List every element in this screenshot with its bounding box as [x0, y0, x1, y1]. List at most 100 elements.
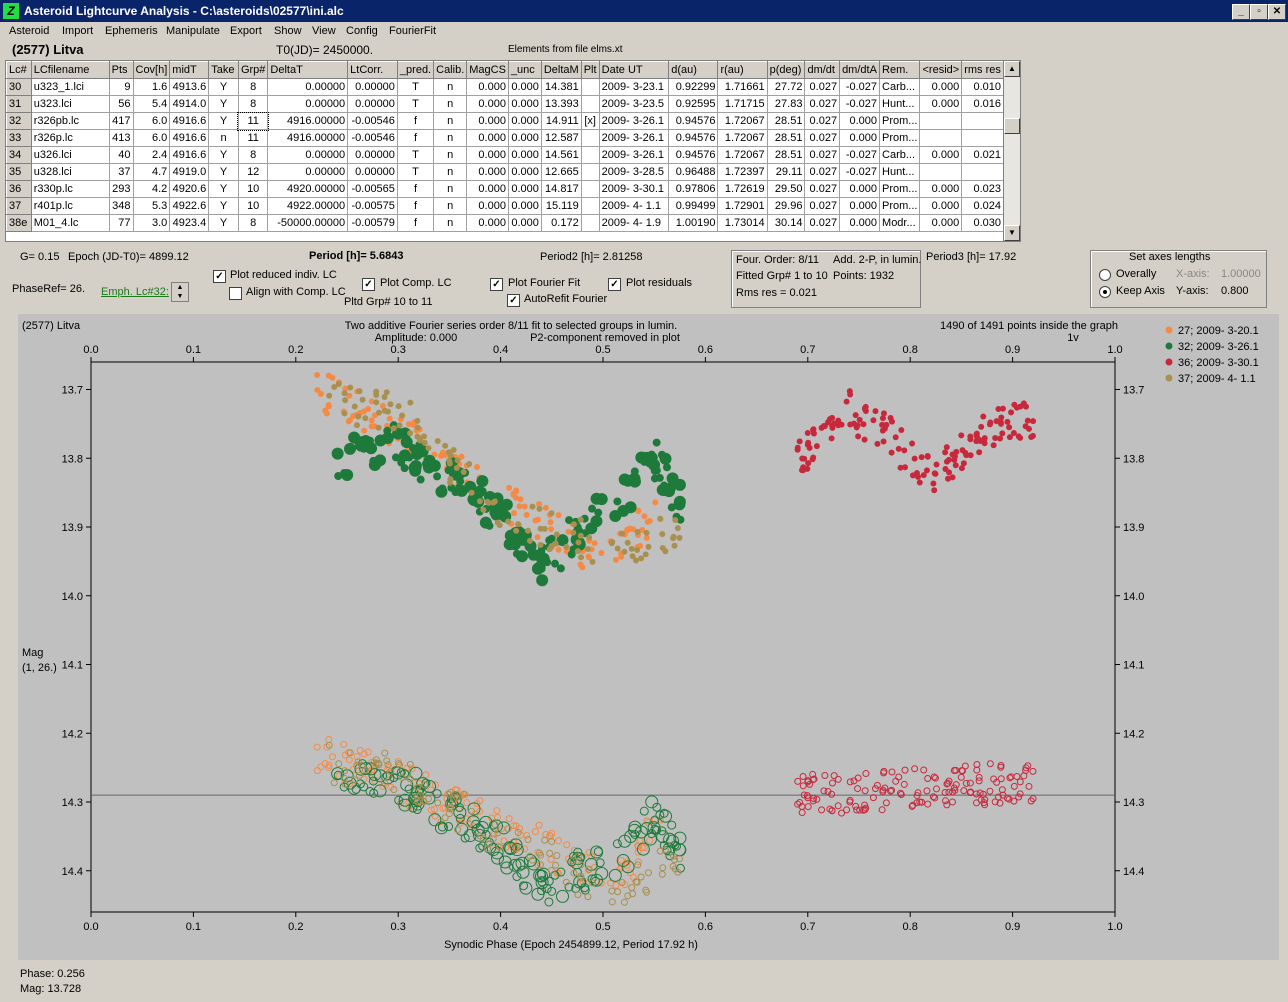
scroll-down-arrow-icon[interactable]: ▼ — [1004, 225, 1020, 241]
menu-fourierfit[interactable]: FourierFit — [389, 25, 437, 37]
lightcurve-table[interactable]: Lc# LCfilename Pts Cov[h] midT Take Grp# DeltaT… — [5, 60, 1005, 242]
table-cell[interactable] — [919, 129, 963, 147]
table-cell[interactable]: 417 — [108, 112, 134, 130]
table-cell[interactable]: f — [396, 197, 435, 215]
scroll-up-arrow-icon[interactable]: ▲ — [1004, 61, 1020, 77]
table-cell[interactable]: 1.72397 — [717, 163, 768, 181]
table-cell[interactable]: f — [396, 180, 435, 198]
xaxis-value[interactable]: 1.00000 — [1221, 268, 1261, 280]
column-header[interactable]: Plt — [580, 61, 600, 79]
table-cell[interactable]: Y — [208, 197, 239, 215]
table-cell[interactable]: 6.0 — [132, 112, 171, 130]
table-cell[interactable]: 0.94576 — [668, 146, 719, 164]
table-cell[interactable]: 0.00000 — [267, 146, 349, 164]
table-cell[interactable]: -0.00579 — [347, 214, 398, 232]
emph-lc-link[interactable]: Emph. Lc#32: — [101, 286, 169, 298]
table-cell[interactable]: 77 — [108, 214, 134, 232]
table-cell[interactable]: 0.027 — [804, 146, 841, 164]
table-cell[interactable]: 4916.6 — [169, 112, 210, 130]
row-number[interactable]: 32 — [6, 112, 32, 130]
table-cell[interactable]: 11 — [237, 129, 269, 147]
table-cell[interactable]: 0.016 — [961, 95, 1004, 113]
menu-ephemeris[interactable]: Ephemeris — [105, 25, 158, 37]
row-number[interactable]: 31 — [6, 95, 32, 113]
table-cell[interactable]: Carb... — [879, 146, 921, 164]
table-cell[interactable]: Carb... — [879, 78, 921, 96]
table-cell[interactable]: -0.00546 — [347, 112, 398, 130]
table-row[interactable]: 32 r326pb.lc 417 6.0 4916.6 Y 11 4916.00000 -0.0… — [6, 111, 1004, 131]
minimize-button[interactable]: _ — [1232, 4, 1250, 20]
table-cell[interactable]: 0.000 — [839, 129, 881, 147]
table-cell[interactable]: 4.2 — [132, 180, 171, 198]
table-cell[interactable]: 1.72067 — [717, 112, 768, 130]
table-cell[interactable] — [580, 95, 600, 113]
table-cell[interactable]: T — [396, 78, 435, 96]
table-cell[interactable]: 5.4 — [132, 95, 171, 113]
table-cell[interactable]: 2009- 3-26.1 — [598, 146, 670, 164]
column-header[interactable]: rms res — [961, 61, 1004, 79]
table-cell[interactable]: 0.000 — [919, 78, 963, 96]
column-header[interactable]: p(deg) — [766, 61, 806, 79]
table-cell[interactable]: Y — [208, 214, 239, 232]
table-scrollbar[interactable]: ▲ ▼ — [1003, 60, 1021, 242]
menu-config[interactable]: Config — [346, 25, 378, 37]
column-header[interactable]: MagCS — [466, 61, 509, 79]
table-cell[interactable]: 4920.00000 — [267, 180, 349, 198]
table-cell[interactable]: -0.027 — [839, 163, 881, 181]
table-cell[interactable]: 0.000 — [919, 180, 963, 198]
table-cell[interactable]: 1.72067 — [717, 146, 768, 164]
table-cell[interactable] — [580, 197, 600, 215]
table-cell[interactable]: n — [433, 112, 468, 130]
table-cell[interactable]: Y — [208, 180, 239, 198]
table-cell[interactable]: 2009- 3-23.1 — [598, 78, 670, 96]
table-cell[interactable]: -0.027 — [839, 146, 881, 164]
menu-export[interactable]: Export — [230, 25, 262, 37]
table-cell[interactable]: 0.99499 — [668, 197, 719, 215]
table-cell[interactable]: 2009- 3-30.1 — [598, 180, 670, 198]
table-cell[interactable]: 15.119 — [540, 197, 582, 215]
table-cell[interactable]: 0.92299 — [668, 78, 719, 96]
column-header[interactable]: _pred. — [396, 61, 435, 79]
table-cell[interactable]: 0.027 — [804, 180, 841, 198]
table-cell[interactable]: n — [433, 95, 468, 113]
column-header[interactable]: dm/dtA — [839, 61, 881, 79]
autorefit-checkbox[interactable]: ✓ — [507, 294, 520, 307]
column-header[interactable]: <resid> — [919, 61, 963, 79]
table-cell[interactable]: 0.000 — [919, 146, 963, 164]
table-cell[interactable]: 293 — [108, 180, 134, 198]
table-cell[interactable]: Y — [208, 78, 239, 96]
table-cell[interactable]: r326pb.lc — [30, 112, 110, 130]
table-cell[interactable]: 1.72901 — [717, 197, 768, 215]
table-cell[interactable]: T — [396, 163, 435, 181]
scroll-thumb[interactable] — [1004, 118, 1020, 134]
column-header[interactable]: midT — [169, 61, 210, 79]
menu-import[interactable]: Import — [62, 25, 94, 37]
table-cell[interactable]: 0.000 — [919, 214, 963, 232]
table-cell[interactable]: 0.00000 — [347, 146, 398, 164]
plot-reduced-checkbox[interactable]: ✓ — [213, 270, 226, 283]
table-cell[interactable]: 6.0 — [132, 129, 171, 147]
table-cell[interactable]: 2009- 3-23.5 — [598, 95, 670, 113]
table-cell[interactable]: Hunt... — [879, 163, 921, 181]
column-header[interactable]: Pts — [108, 61, 134, 79]
table-cell[interactable]: 1.00190 — [668, 214, 719, 232]
overally-radio[interactable] — [1099, 269, 1111, 281]
table-cell[interactable]: 0.000 — [466, 214, 509, 232]
table-cell[interactable]: 4916.00000 — [267, 129, 349, 147]
table-cell[interactable]: 0.00000 — [267, 95, 349, 113]
table-cell[interactable]: 0.000 — [507, 129, 542, 147]
table-cell[interactable]: 12 — [237, 163, 269, 181]
table-cell[interactable]: 9 — [108, 78, 134, 96]
table-cell[interactable]: 28.51 — [766, 112, 806, 130]
row-number[interactable]: 30 — [6, 78, 32, 96]
yaxis-value[interactable]: 0.800 — [1221, 285, 1249, 297]
table-cell[interactable]: 1.73014 — [717, 214, 768, 232]
table-cell[interactable]: 0.172 — [540, 214, 582, 232]
table-cell[interactable]: 2.4 — [132, 146, 171, 164]
row-number[interactable]: 34 — [6, 146, 32, 164]
row-number[interactable]: 37 — [6, 197, 32, 215]
table-cell[interactable]: 12.665 — [540, 163, 582, 181]
